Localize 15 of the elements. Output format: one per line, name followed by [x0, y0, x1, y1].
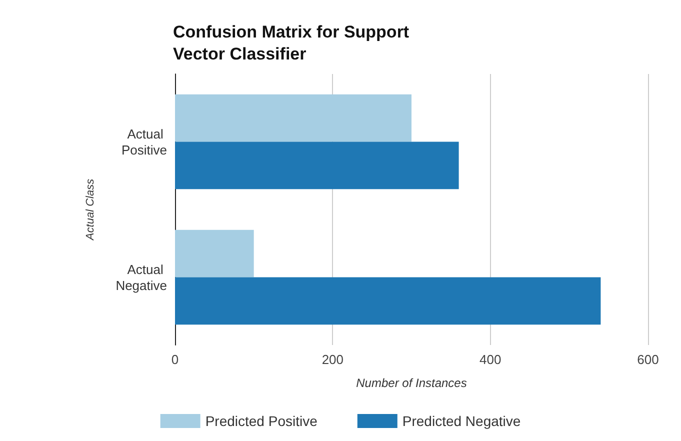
x-tick-label: 0 — [171, 352, 179, 367]
bar — [175, 277, 601, 325]
y-tick-label: Actual Positive — [121, 126, 167, 158]
chart-title: Confusion Matrix for Support Vector Classifier — [173, 22, 414, 64]
legend-label: Predicted Negative — [402, 413, 521, 429]
y-axis-title: Actual Class — [84, 178, 97, 242]
x-tick-label: 600 — [637, 352, 659, 367]
x-tick-label: 200 — [322, 352, 344, 367]
x-axis-title: Number of Instances — [356, 376, 467, 390]
bar — [175, 230, 254, 278]
x-tick-label: 400 — [479, 352, 502, 367]
bar — [175, 94, 412, 142]
legend-label: Predicted Positive — [205, 413, 318, 429]
y-tick-label: Actual Negative — [116, 262, 167, 293]
bar — [175, 142, 459, 190]
